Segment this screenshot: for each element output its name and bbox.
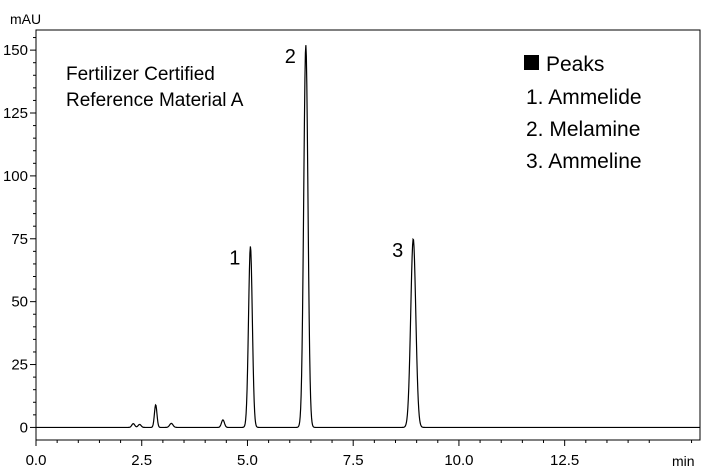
- legend-marker-icon: [524, 55, 539, 70]
- x-tick-label: 7.5: [343, 452, 364, 469]
- axes-layer: [35, 29, 701, 441]
- x-unit-label: min: [672, 453, 695, 469]
- y-tick-label: 125: [3, 105, 28, 122]
- chromatogram-trace: [36, 45, 700, 429]
- plot-layer: 1 2 3: [36, 45, 700, 429]
- annotation-line-1: Fertilizer Certified: [66, 64, 215, 85]
- y-tick-label: 50: [11, 294, 28, 311]
- peak-label-3: 3: [392, 240, 403, 262]
- legend-title: Peaks: [546, 53, 604, 76]
- x-tick-label: 10.0: [444, 452, 473, 469]
- y-tick-label: 150: [3, 42, 28, 59]
- y-tick-label: 100: [3, 168, 28, 185]
- y-tick-label: 25: [11, 357, 28, 374]
- x-tick-label: 2.5: [131, 452, 152, 469]
- y-tick-label: 75: [11, 231, 28, 248]
- x-tick-label: 12.5: [550, 452, 579, 469]
- x-tick-label: 0.0: [26, 452, 47, 469]
- peak-label-1: 1: [229, 247, 240, 269]
- legend-item-1: 1. Ammelide: [526, 86, 642, 109]
- y-unit-label: mAU: [10, 11, 41, 27]
- peak-label-2: 2: [285, 46, 296, 68]
- ticks-layer: 0 25 50 75 100 125 150 0.0 2.5 5.0 7.5 10.0 12.5: [3, 37, 693, 469]
- x-tick-label: 5.0: [237, 452, 258, 469]
- legend-item-2: 2. Melamine: [526, 118, 640, 141]
- plot-frame: [35, 29, 701, 441]
- annotation-line-2: Reference Material A: [66, 90, 244, 111]
- y-tick-label: 0: [20, 419, 28, 436]
- legend-item-3: 3. Ammeline: [526, 150, 642, 173]
